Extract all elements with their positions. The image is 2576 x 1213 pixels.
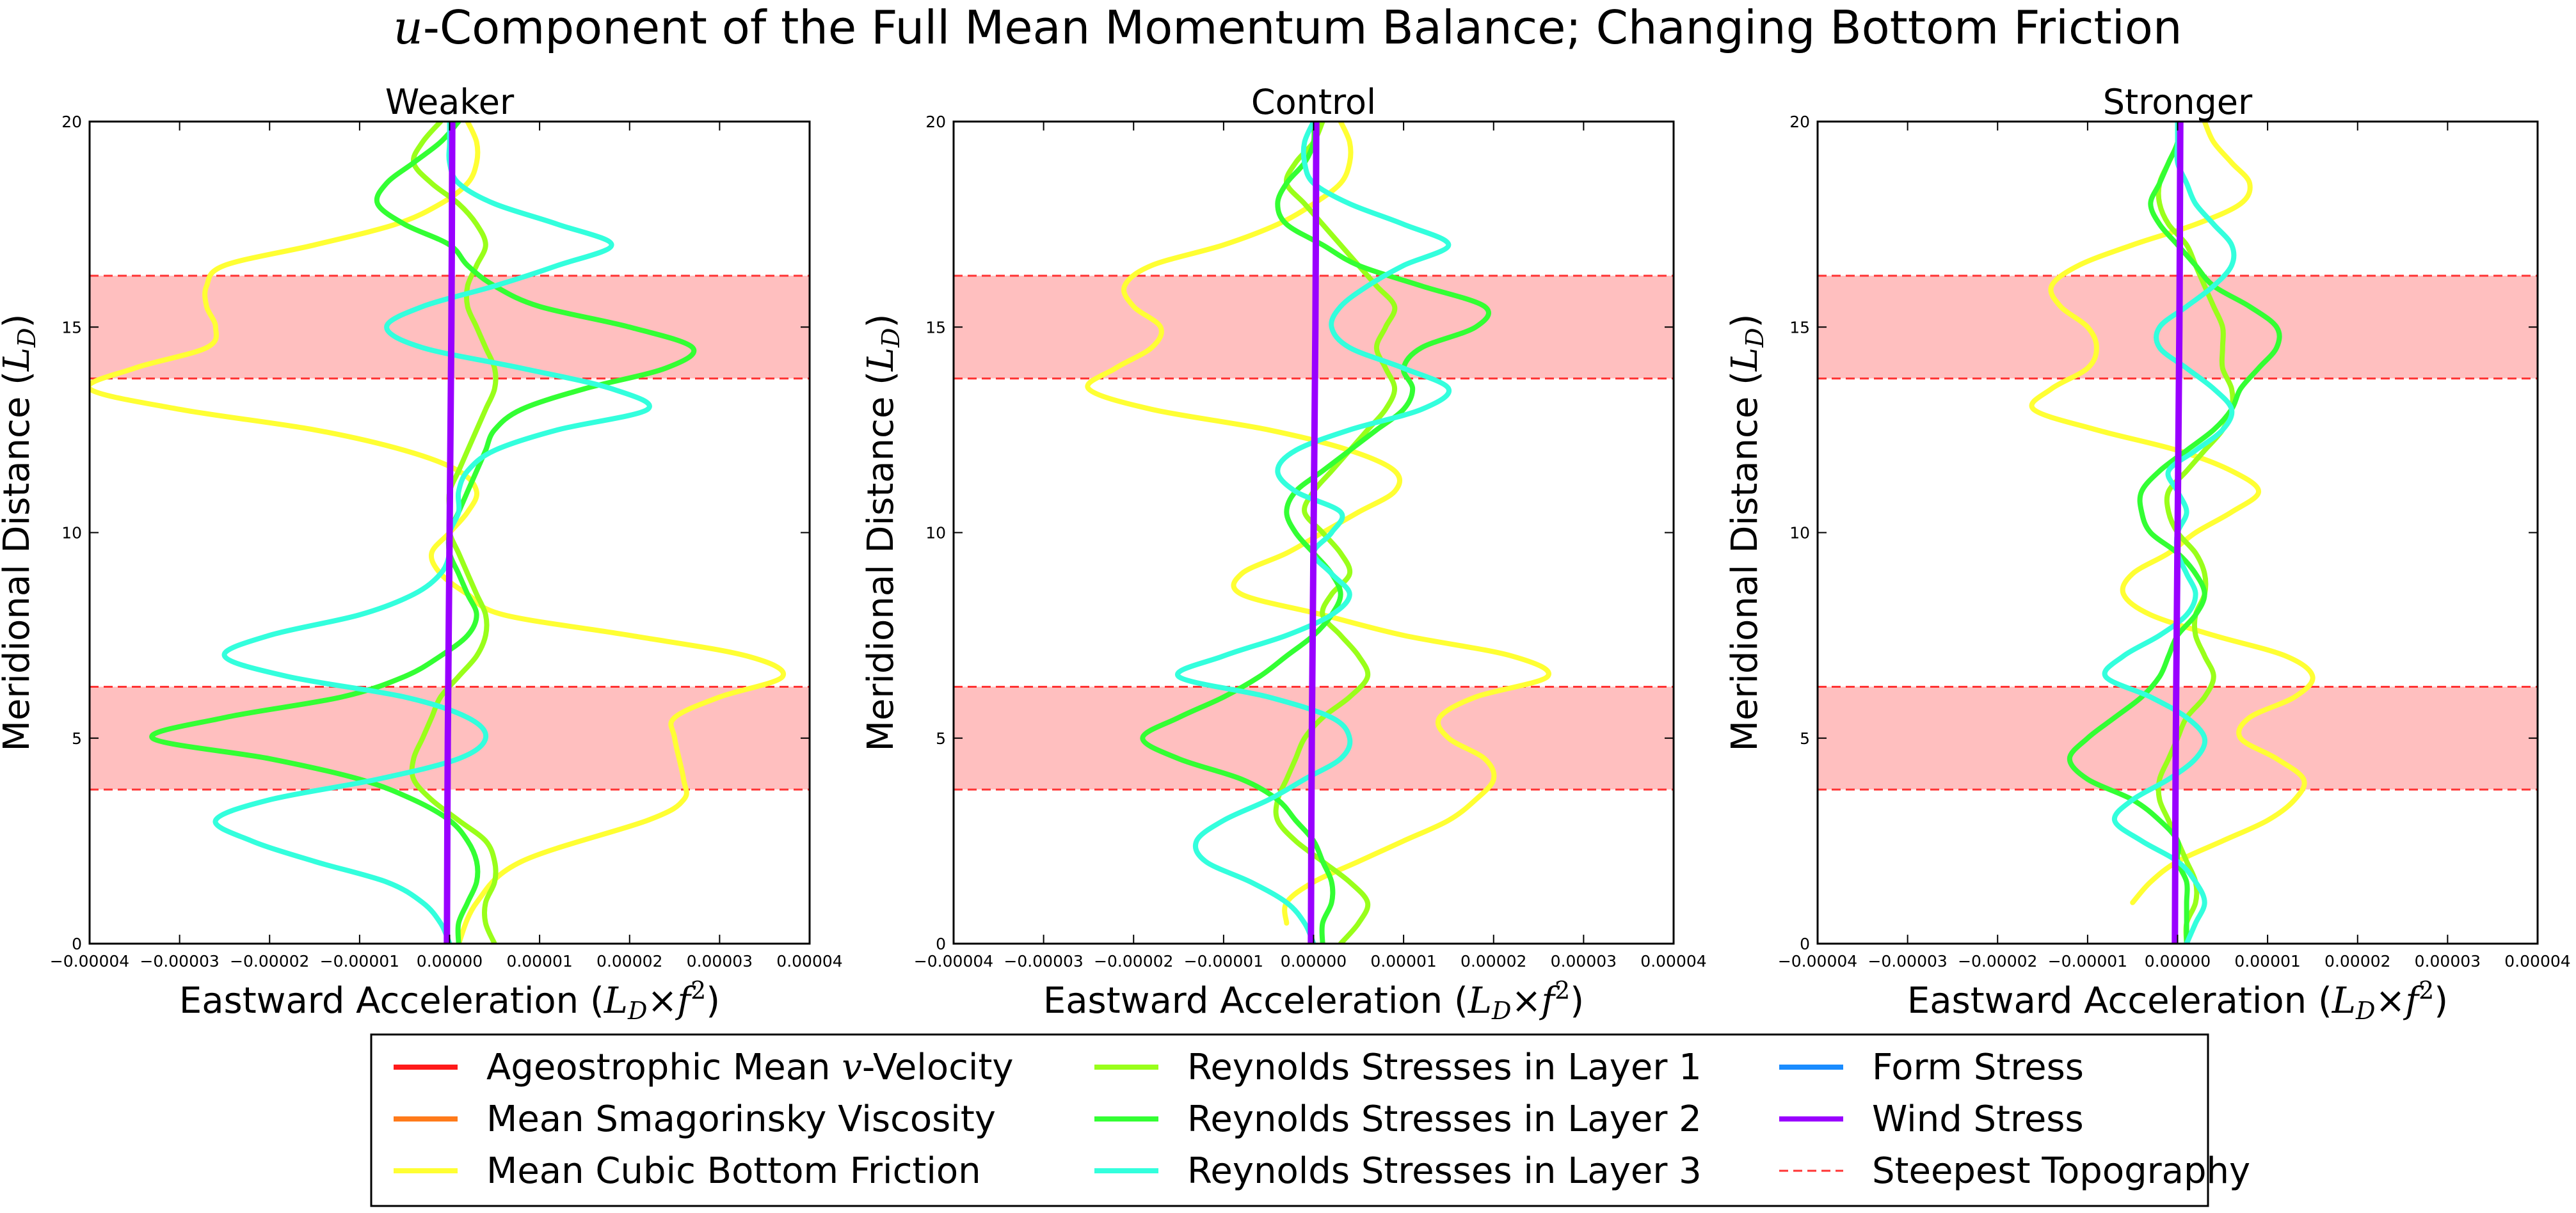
x-tick-label: 0.00001 [506,952,572,971]
x-tick-label: 0.00000 [2145,952,2211,971]
legend-label: Steepest Topography [1872,1150,2250,1192]
panel-control: −0.00004 −0.00003 −0.00002 −0.00001 0.00000 0… [860,82,1707,1025]
legend-item-reynolds1: Reynolds Stresses in Layer 1 [1094,1047,1702,1088]
y-tick-label: 15 [61,318,82,337]
x-tick-label: 0.00003 [2415,952,2481,971]
legend-item-reynolds3: Reynolds Stresses in Layer 3 [1094,1150,1702,1192]
panel-title: Weaker [385,82,515,122]
x-tick-label: 0.00002 [596,952,662,971]
legend-label: Wind Stress [1872,1098,2084,1140]
x-tick-label: 0.00002 [1460,952,1526,971]
legend-label: Reynolds Stresses in Layer 2 [1187,1098,1702,1140]
x-tick-label: 0.00000 [1281,952,1347,971]
x-tick-label: 0.00003 [687,952,753,971]
x-tick-label: −0.00004 [914,952,993,971]
legend-label: Reynolds Stresses in Layer 1 [1187,1047,1702,1088]
x-tick-label: 0.00004 [776,952,842,971]
figure-title: u-Component of the Full Mean Momentum Ba… [394,1,2182,54]
series-wind-stress [1308,122,1320,944]
x-tick-label: −0.00001 [1184,952,1263,971]
x-axis-label: Eastward Acceleration (LD×f2) [1907,976,2448,1025]
x-tick-label: 0.00002 [2324,952,2390,971]
x-tick-label: 0.00004 [2504,952,2570,971]
series-reynolds3 [212,122,652,944]
series-group [1085,122,1551,944]
x-tick-label: −0.00002 [230,952,309,971]
y-tick-label: 15 [1789,318,1810,337]
y-tick-label: 10 [925,524,946,543]
y-tick-label: 10 [61,524,82,543]
legend-item-wind-stress: Wind Stress [1779,1098,2084,1140]
x-tick-label: 0.00000 [417,952,483,971]
y-tick-label: 5 [72,729,82,748]
y-tick-label: 20 [925,113,946,131]
legend-item-smagorinsky: Mean Smagorinsky Viscosity [394,1098,996,1140]
figure-title-rest: -Component of the Full Mean Momentum Bal… [423,1,2182,54]
legend-item-ageostrophic: Ageostrophic Mean v-Velocity [394,1047,1014,1088]
panels-group: −0.00004 −0.00003 −0.00002 −0.00001 0.00000 0… [0,82,2571,1025]
series-reynolds2 [1140,122,1491,944]
panel-stronger: −0.00004 −0.00003 −0.00002 −0.00001 0.00000 0… [1724,82,2571,1025]
legend-label: Mean Cubic Bottom Friction [486,1150,981,1192]
x-tick-label: −0.00001 [320,952,399,971]
y-tick-label: 0 [936,935,946,953]
x-tick-label: 0.00001 [2234,952,2300,971]
series-bottom-friction [90,122,786,944]
panel-title: Control [1251,82,1376,122]
x-axis-label: Eastward Acceleration (LD×f2) [1043,976,1584,1025]
series-group [2029,122,2316,944]
series-reynolds2 [2067,122,2282,944]
y-axis-label: Meridional Distance (LD) [860,314,905,752]
x-tick-label: 0.00001 [1370,952,1436,971]
y-tick-label: 15 [925,318,946,337]
legend-item-bottom-friction: Mean Cubic Bottom Friction [394,1150,981,1192]
x-tick-label: −0.00002 [1094,952,1173,971]
legend-label: Mean Smagorinsky Viscosity [486,1098,996,1140]
series-reynolds3 [1174,122,1452,944]
x-tick-label: 0.00003 [1551,952,1617,971]
x-tick-label: −0.00003 [1004,952,1083,971]
series-reynolds1 [1273,122,1398,944]
y-tick-label: 0 [72,935,82,953]
y-tick-label: 20 [61,113,82,131]
x-tick-label: −0.00003 [140,952,219,971]
panel-title: Stronger [2103,82,2253,122]
y-axis-label: Meridional Distance (LD) [1724,314,1769,752]
legend-label: Reynolds Stresses in Layer 3 [1187,1150,1702,1192]
y-tick-label: 10 [1789,524,1810,543]
series-wind-stress [2172,122,2184,944]
y-tick-label: 5 [1800,729,1810,748]
x-tick-label: −0.00004 [50,952,129,971]
x-axis-label: Eastward Acceleration (LD×f2) [179,976,720,1025]
y-tick-label: 20 [1789,113,1810,131]
figure-title-prefix: u [394,1,423,54]
x-tick-label: −0.00003 [1868,952,1947,971]
series-bottom-friction [2029,122,2316,905]
y-axis-label: Meridional Distance (LD) [0,314,41,752]
legend: Ageostrophic Mean v-Velocity Mean Smagori… [370,1033,2250,1207]
legend-box [370,1033,2209,1207]
x-tick-label: −0.00002 [1958,952,2037,971]
y-tick-label: 5 [936,729,946,748]
panel-weaker: −0.00004 −0.00003 −0.00002 −0.00001 0.00000 0… [0,82,843,1025]
legend-label: Ageostrophic Mean v-Velocity [486,1047,1014,1088]
series-wind-stress [444,122,456,944]
legend-item-topography: Steepest Topography [1779,1150,2250,1192]
legend-item-reynolds2: Reynolds Stresses in Layer 2 [1094,1098,1702,1140]
y-tick-label: 0 [1800,935,1810,953]
x-tick-label: −0.00001 [2048,952,2127,971]
x-tick-label: 0.00004 [1640,952,1706,971]
legend-item-form-stress: Form Stress [1779,1047,2084,1088]
series-group [90,122,786,944]
x-tick-label: −0.00004 [1778,952,1857,971]
legend-label: Form Stress [1872,1047,2084,1088]
